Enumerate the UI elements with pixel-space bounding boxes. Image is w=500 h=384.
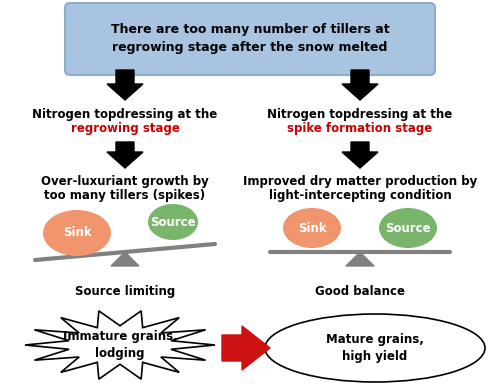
Text: Nitrogen topdressing at the: Nitrogen topdressing at the xyxy=(32,108,218,121)
Polygon shape xyxy=(107,70,143,100)
Text: spike formation stage: spike formation stage xyxy=(288,122,432,135)
Polygon shape xyxy=(222,326,270,370)
Ellipse shape xyxy=(379,208,437,248)
Ellipse shape xyxy=(43,210,111,256)
Text: Immature grains,
lodging: Immature grains, lodging xyxy=(62,330,178,360)
Text: Mature grains,
high yield: Mature grains, high yield xyxy=(326,333,424,363)
Text: Source: Source xyxy=(385,222,431,235)
Polygon shape xyxy=(342,142,378,168)
Text: There are too many number of tillers at
regrowing stage after the snow melted: There are too many number of tillers at … xyxy=(110,23,390,55)
Polygon shape xyxy=(25,311,215,379)
Polygon shape xyxy=(111,252,139,266)
Polygon shape xyxy=(346,252,374,266)
Polygon shape xyxy=(342,70,378,100)
Text: Sink: Sink xyxy=(62,227,92,240)
FancyBboxPatch shape xyxy=(65,3,435,75)
Text: Sink: Sink xyxy=(298,222,326,235)
Text: regrowing stage: regrowing stage xyxy=(70,122,180,135)
Polygon shape xyxy=(107,142,143,168)
Ellipse shape xyxy=(283,208,341,248)
Text: Improved dry matter production by: Improved dry matter production by xyxy=(243,175,477,188)
Text: Source: Source xyxy=(150,215,196,228)
Text: Source limiting: Source limiting xyxy=(75,285,175,298)
Ellipse shape xyxy=(148,204,198,240)
Text: Nitrogen topdressing at the: Nitrogen topdressing at the xyxy=(268,108,452,121)
Text: Over-luxuriant growth by: Over-luxuriant growth by xyxy=(41,175,209,188)
Text: Good balance: Good balance xyxy=(315,285,405,298)
Ellipse shape xyxy=(265,314,485,382)
Text: light-intercepting condition: light-intercepting condition xyxy=(268,189,452,202)
Text: too many tillers (spikes): too many tillers (spikes) xyxy=(44,189,205,202)
